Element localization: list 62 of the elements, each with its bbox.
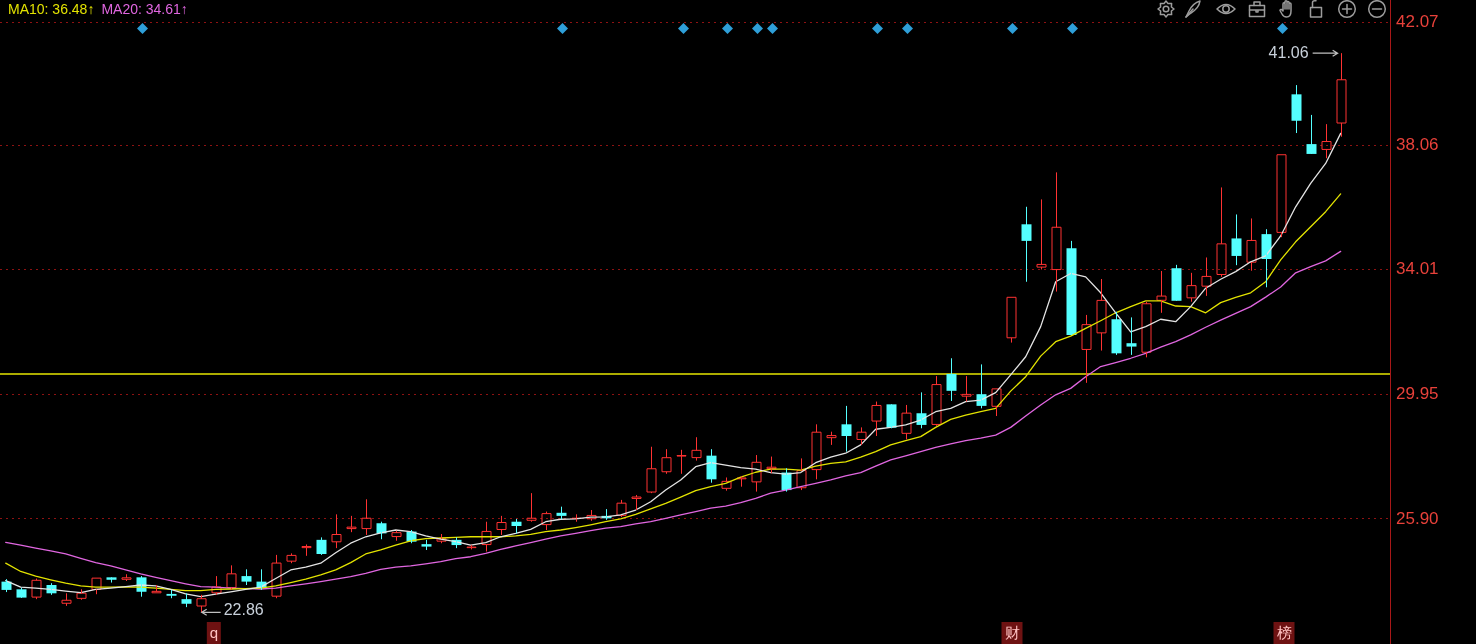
candlestick	[1201, 256, 1212, 297]
candlestick	[1021, 206, 1032, 283]
candlestick	[211, 575, 222, 596]
candlestick	[691, 436, 702, 462]
candlestick	[301, 543, 312, 557]
y-tick-label: 25.90	[1396, 508, 1439, 528]
candlestick	[16, 587, 27, 599]
candlestick	[946, 357, 957, 402]
candlestick	[286, 552, 297, 564]
candlestick	[391, 530, 402, 542]
candlestick	[106, 576, 117, 584]
annotation: 财	[1001, 622, 1023, 644]
annotation: 41.06	[1268, 43, 1309, 61]
candlestick	[196, 594, 207, 613]
candlestick	[481, 521, 492, 553]
candlestick	[91, 577, 102, 595]
candlestick	[991, 388, 1002, 417]
annotation: q	[206, 622, 222, 644]
candlestick	[181, 592, 192, 608]
candlestick	[676, 449, 687, 475]
candlestick	[766, 456, 777, 474]
candlestick	[841, 405, 852, 453]
candlestick	[586, 509, 597, 522]
text: MA10: 36.48↑	[8, 1, 95, 17]
candlestick	[1291, 84, 1302, 134]
candlestick	[541, 511, 552, 531]
candlestick	[1231, 213, 1242, 266]
candlestick	[826, 431, 837, 446]
candlestick	[1276, 154, 1287, 238]
candlestick	[1156, 270, 1167, 314]
candlestick	[1036, 198, 1047, 270]
annotation: 榜	[1273, 622, 1295, 644]
candlestick	[331, 513, 342, 549]
candlestick	[856, 426, 867, 446]
candlestick	[121, 573, 132, 582]
candlestick	[166, 589, 177, 599]
candlestick	[526, 492, 537, 521]
annotation: 22.86	[223, 600, 264, 618]
candlestick	[241, 568, 252, 586]
candlestick	[436, 533, 447, 544]
y-tick-label: 42.07	[1396, 11, 1439, 31]
candlestick	[1006, 296, 1017, 344]
candlestick	[1306, 114, 1317, 155]
candlestick	[421, 539, 432, 551]
candlestick	[1171, 264, 1182, 302]
y-tick-label: 34.01	[1396, 259, 1439, 279]
candlestick	[721, 476, 732, 492]
y-tick-label: 38.06	[1396, 135, 1439, 155]
candlestick	[961, 375, 972, 403]
candlestick	[76, 588, 87, 599]
candlestick	[1321, 123, 1332, 159]
candlestick	[346, 515, 357, 533]
candlestick	[631, 494, 642, 511]
y-tick-label: 29.95	[1396, 384, 1439, 404]
candlestick	[151, 584, 162, 594]
text: MA20: 34.61↑	[101, 1, 188, 17]
candlestick	[1141, 301, 1152, 358]
candlestick	[1126, 316, 1137, 356]
candlestick	[496, 515, 507, 536]
candlestick	[931, 375, 942, 425]
candlestick	[736, 475, 747, 488]
candlestick	[61, 592, 72, 607]
